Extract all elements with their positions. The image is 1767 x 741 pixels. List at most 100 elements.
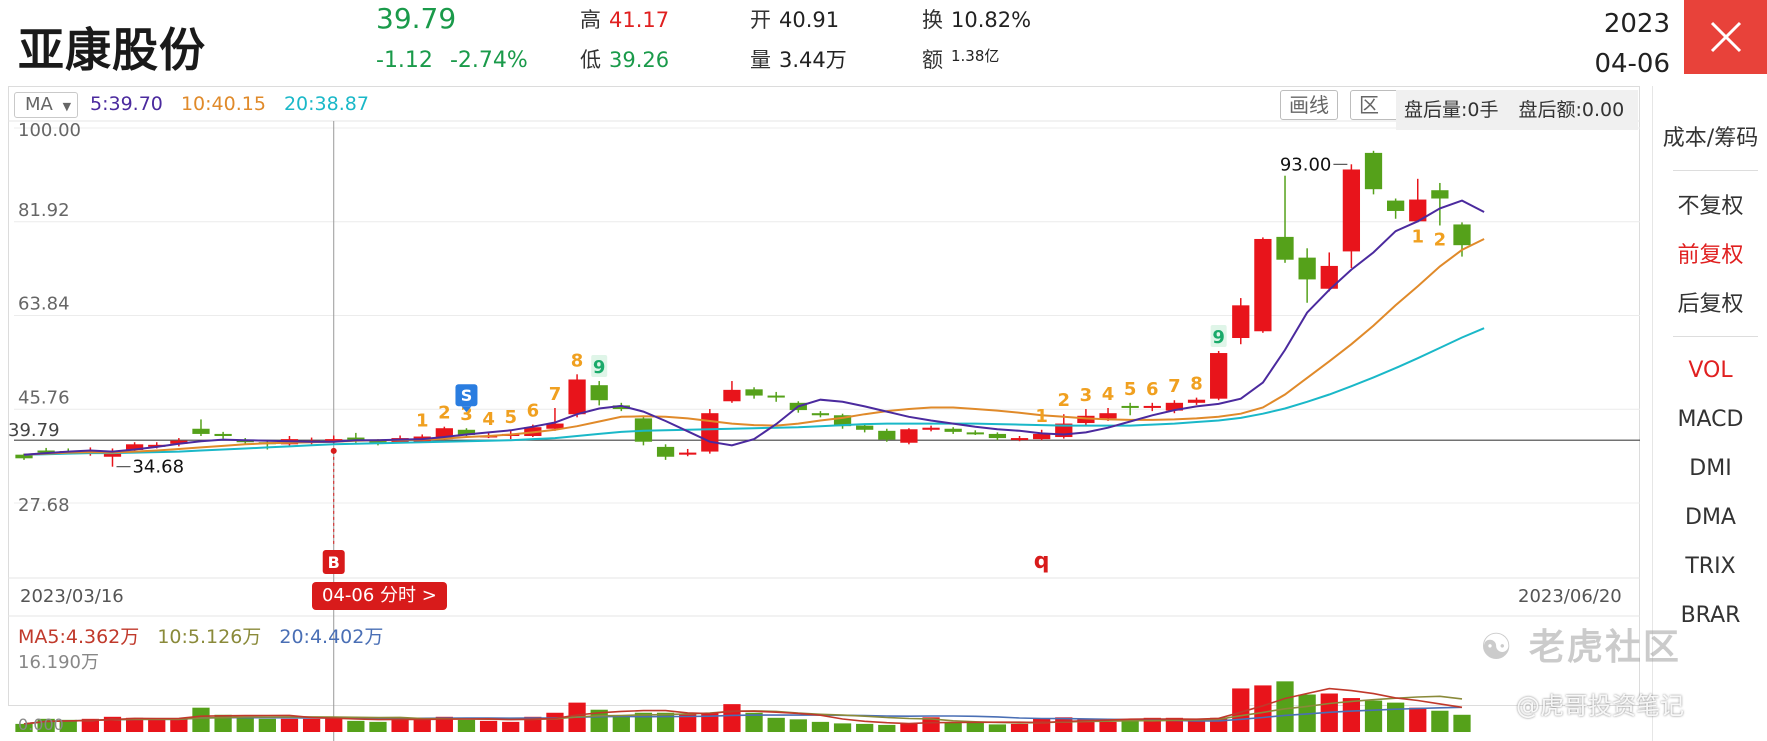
volume-ma20-value: 20:4.402万 xyxy=(279,626,384,648)
quote-date: 2023 04-06 xyxy=(1590,4,1670,84)
candle-body xyxy=(1453,224,1471,246)
volume-bar xyxy=(767,717,785,732)
td-sequence-label: 3 xyxy=(460,404,473,425)
td-sequence-label: 3 xyxy=(1080,385,1093,406)
quote-volume-label: 量 xyxy=(750,48,771,72)
candle-body xyxy=(15,454,33,459)
candle-body xyxy=(369,440,387,443)
candle xyxy=(1342,164,1361,269)
volume-bar xyxy=(325,717,343,732)
volume-bar xyxy=(1187,719,1206,732)
volume-bar xyxy=(1232,688,1250,732)
candle xyxy=(170,438,188,447)
side-item-cost-chips[interactable]: 成本/筹码 xyxy=(1662,126,1759,151)
side-item-backward-adjust[interactable]: 后复权 xyxy=(1677,292,1744,317)
candle-body xyxy=(701,413,719,452)
side-item-brar[interactable]: BRAR xyxy=(1680,603,1741,628)
candle-body xyxy=(612,405,630,410)
candle-body xyxy=(546,423,564,429)
quote-amount: 额 1.38亿 xyxy=(922,44,999,74)
candle xyxy=(745,387,763,399)
candle-body xyxy=(590,385,608,401)
quote-year: 2023 xyxy=(1603,9,1670,39)
volume-bar xyxy=(1276,681,1294,732)
after-hours-amount: 盘后额:0.00 xyxy=(1518,99,1625,121)
ma10-line xyxy=(23,238,1485,456)
watermark-text: 老虎社区 xyxy=(1528,627,1681,668)
candle xyxy=(988,432,1007,441)
volume-bar xyxy=(457,719,476,732)
quote-low: 低 39.26 xyxy=(580,44,669,74)
close-icon xyxy=(1710,21,1741,53)
volume-bar xyxy=(944,722,962,732)
volume-bar xyxy=(391,717,409,732)
quote-high: 高 41.17 xyxy=(580,4,669,34)
intraday-button[interactable]: 04-06 分时 > xyxy=(312,582,447,610)
close-button[interactable] xyxy=(1684,0,1767,74)
quote-volume-value: 3.44万 xyxy=(779,48,847,72)
quote-high-value: 41.17 xyxy=(609,8,670,32)
candle xyxy=(767,391,785,402)
ma20-value: 20:38.87 xyxy=(283,93,369,115)
volume-bar xyxy=(192,707,210,732)
watermark-author: @虎哥投资笔记 xyxy=(1516,692,1684,720)
candle xyxy=(1143,402,1161,412)
ma5-value: 5:39.70 xyxy=(90,93,163,115)
candle-body xyxy=(1232,305,1250,339)
side-item-forward-adjust[interactable]: 前复权 xyxy=(1677,243,1744,268)
end-date-label: 2023/06/20 xyxy=(1518,586,1622,607)
candle-body xyxy=(1320,265,1338,289)
price-change-value: -1.12 xyxy=(376,48,433,73)
candle-body xyxy=(745,389,763,396)
side-item-dmi[interactable]: DMI xyxy=(1689,456,1732,481)
max-price-label: 93.00 xyxy=(1280,154,1332,175)
volume-ma5-line xyxy=(23,687,1463,725)
volume-bar xyxy=(125,717,144,732)
candle-body xyxy=(1342,169,1361,252)
draw-line-button[interactable]: 画线 xyxy=(1280,90,1338,120)
volume-bar xyxy=(413,718,431,732)
candle-body xyxy=(1187,399,1206,403)
td-sequence-label: 5 xyxy=(504,407,517,428)
side-item-no-adjust[interactable]: 不复权 xyxy=(1677,194,1744,219)
volume-bar xyxy=(856,723,874,732)
side-item-macd[interactable]: MACD xyxy=(1677,407,1744,432)
quote-amount-label: 额 xyxy=(922,48,943,72)
td-label-box xyxy=(591,355,608,378)
side-item-trix[interactable]: TRIX xyxy=(1685,554,1736,579)
quote-volume: 量 3.44万 xyxy=(750,44,847,74)
volume-bar xyxy=(966,722,984,732)
volume-bar xyxy=(1364,700,1383,732)
ma-indicator-select[interactable]: MA ▼ xyxy=(14,92,78,118)
td-sequence-label: 8 xyxy=(571,350,584,371)
td-sequence-label: 1 xyxy=(1411,226,1424,247)
buy-signal-badge xyxy=(322,550,345,574)
kline-chart-frame[interactable] xyxy=(8,86,1640,706)
quote-turnover: 换 10.82% xyxy=(922,4,1031,34)
volume-bar xyxy=(546,712,564,732)
y-tick-label: 63.84 xyxy=(18,294,70,315)
side-item-vol[interactable]: VOL xyxy=(1688,358,1733,383)
volume-bar xyxy=(900,723,918,732)
candle xyxy=(1364,150,1383,195)
volume-bar xyxy=(81,718,99,732)
volume-bar xyxy=(922,717,940,732)
td-sequence-label: 2 xyxy=(438,403,451,424)
volume-bar xyxy=(745,712,763,732)
volume-bar xyxy=(59,719,77,732)
volume-bar xyxy=(1055,717,1073,732)
volume-bar xyxy=(1254,685,1272,732)
td-label-box xyxy=(1210,324,1227,347)
td-sequence-label: 1 xyxy=(1035,406,1048,427)
volume-max-label: 16.190万 xyxy=(18,652,99,673)
volume-bar xyxy=(833,723,852,732)
side-item-dma[interactable]: DMA xyxy=(1685,505,1736,530)
candle-body xyxy=(656,446,675,457)
volume-bar xyxy=(170,719,188,732)
ma5-line xyxy=(23,199,1485,456)
candle-body xyxy=(170,440,188,444)
stock-name: 亚康股份 xyxy=(18,23,206,77)
candle xyxy=(1232,298,1250,345)
